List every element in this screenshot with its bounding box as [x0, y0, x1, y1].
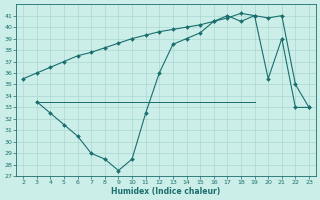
X-axis label: Humidex (Indice chaleur): Humidex (Indice chaleur): [111, 187, 221, 196]
